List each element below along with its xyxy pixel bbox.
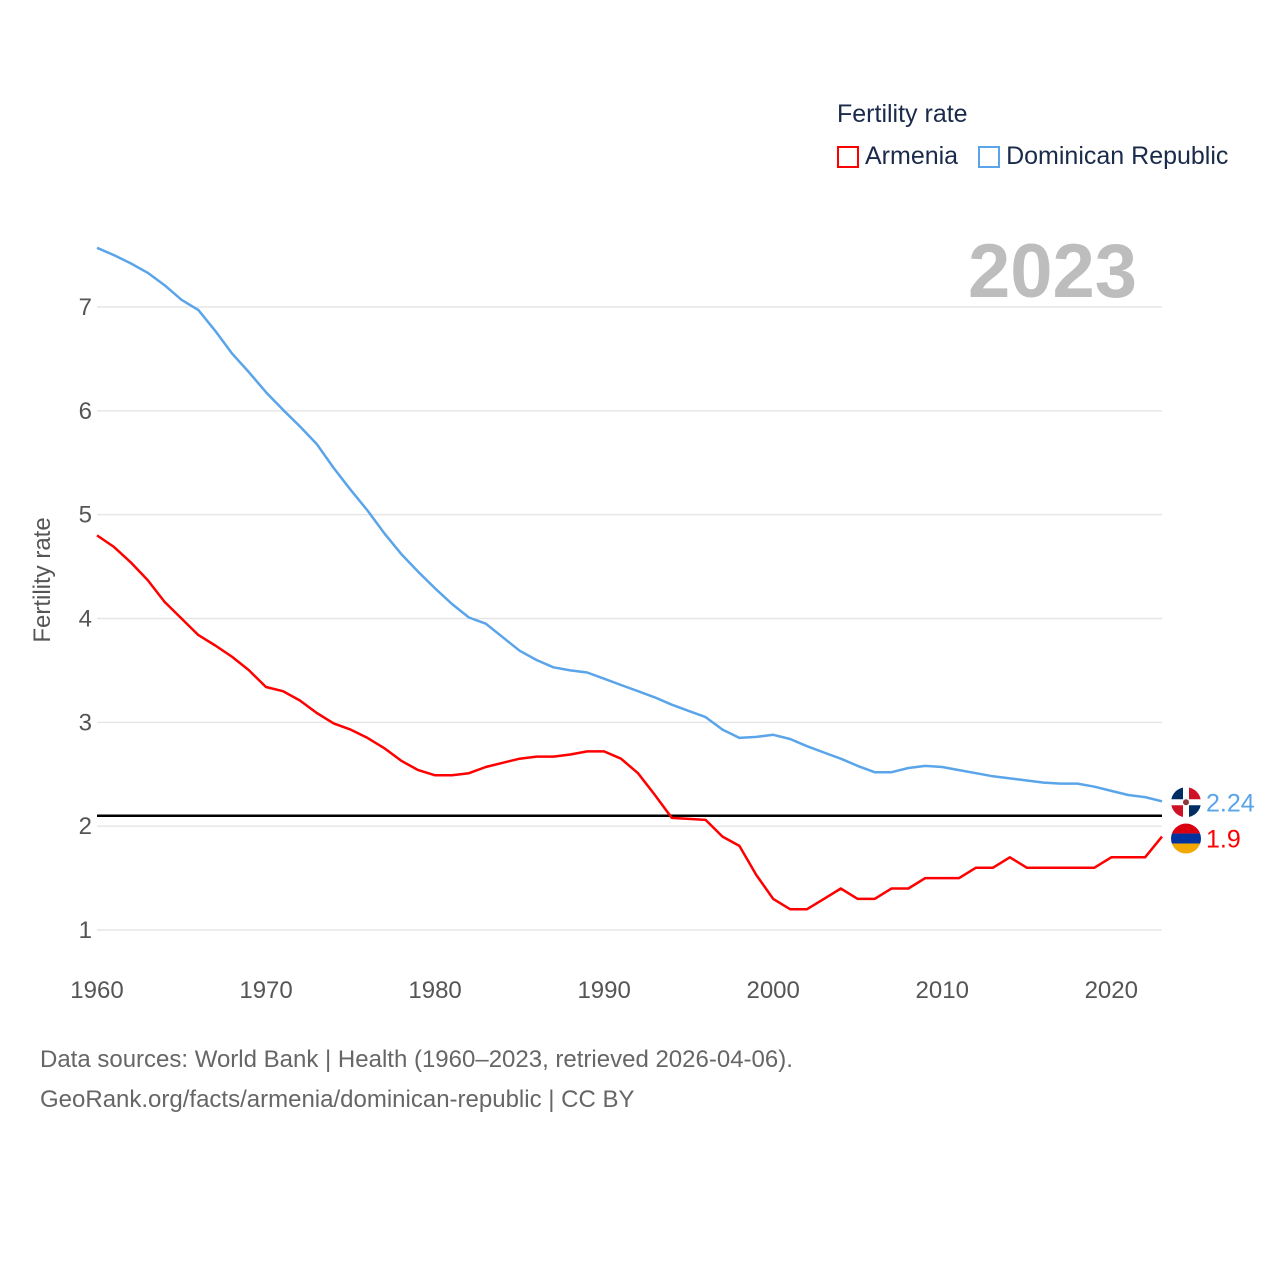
flag-stripe-orange xyxy=(1171,843,1201,854)
y-tick-label: 7 xyxy=(79,294,92,321)
x-tick-label: 2010 xyxy=(916,977,969,1004)
y-axis-label: Fertility rate xyxy=(29,517,56,642)
legend-label-armenia: Armenia xyxy=(865,142,959,170)
y-tick-label: 3 xyxy=(79,709,92,736)
legend-item-armenia[interactable]: Armenia xyxy=(837,142,958,171)
y-tick-label: 5 xyxy=(79,502,92,529)
end-value-label: 1.9 xyxy=(1206,826,1241,854)
flag-q xyxy=(1189,787,1201,800)
x-tick-label: 1990 xyxy=(577,977,630,1004)
legend-swatch-dominican-republic xyxy=(978,145,1001,168)
x-tick-label: 1980 xyxy=(408,977,461,1004)
series-line-dominican-republic xyxy=(96,246,1163,803)
legend-title: Fertility rate xyxy=(837,100,968,128)
x-tick-label: 2020 xyxy=(1085,977,1138,1004)
legend-label-dominican-republic: Dominican Republic xyxy=(1006,142,1229,170)
legend-item-dominican-republic[interactable]: Dominican Republic xyxy=(978,142,1228,171)
year-label: 2023 xyxy=(968,229,1138,314)
legend-swatch-armenia xyxy=(837,145,859,168)
flag-stripe-blue xyxy=(1171,833,1201,844)
flag-q xyxy=(1171,787,1183,800)
legend: Armenia Dominican Republic xyxy=(837,142,1248,171)
y-tick-label: 2 xyxy=(79,813,92,840)
y-tick-label: 4 xyxy=(79,606,92,633)
y-tick-label: 1 xyxy=(79,917,92,944)
flag-stripe-red xyxy=(1171,823,1201,834)
series-line-armenia xyxy=(96,534,1163,911)
flag-q xyxy=(1189,805,1201,818)
flag-icon-dominican-republic xyxy=(1171,787,1201,818)
y-tick-label: 6 xyxy=(79,398,92,425)
flag-q xyxy=(1171,805,1183,818)
flag-icon-armenia xyxy=(1171,823,1201,854)
flag-body xyxy=(1171,787,1201,818)
flag-emblem xyxy=(1183,799,1189,806)
x-tick-label: 1960 xyxy=(70,977,123,1004)
x-tick-label: 1970 xyxy=(239,977,292,1004)
x-tick-label: 2000 xyxy=(746,977,799,1004)
flag-body xyxy=(1171,823,1201,854)
footer-sources: Data sources: World Bank | Health (1960–… xyxy=(40,1046,793,1073)
end-value-label: 2.24 xyxy=(1206,789,1255,817)
footer-attribution: GeoRank.org/facts/armenia/dominican-repu… xyxy=(40,1086,635,1113)
